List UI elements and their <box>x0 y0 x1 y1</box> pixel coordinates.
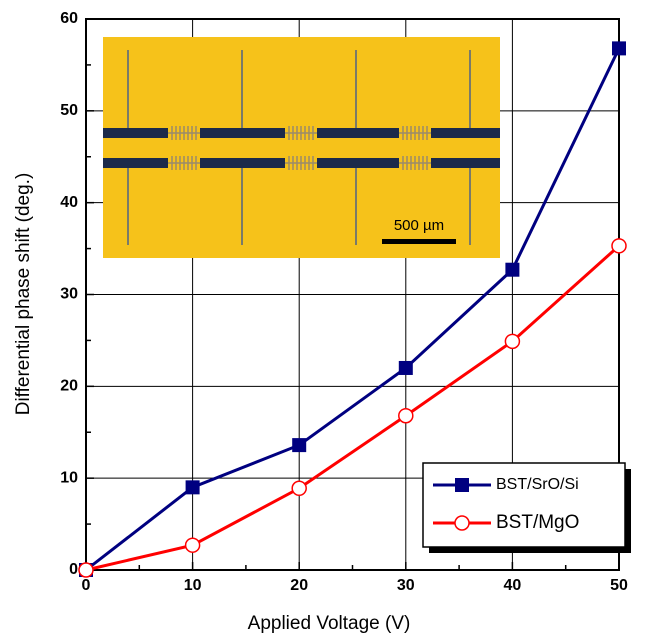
y-axis-label: Differential phase shift (deg.) <box>13 173 34 416</box>
marker <box>184 537 201 553</box>
marker <box>504 333 521 350</box>
plot-frame <box>85 18 620 571</box>
x-axis-label: Applied Voltage (V) <box>248 613 411 634</box>
y-tick-label: 30 <box>60 286 78 303</box>
marker <box>291 480 307 497</box>
x-tick-label: 30 <box>397 577 415 594</box>
inset-capacitors <box>168 126 431 170</box>
series-line <box>85 244 621 572</box>
inset-lines <box>103 128 500 168</box>
legend-box <box>422 462 626 548</box>
y-tick-label: 60 <box>60 10 78 27</box>
series-line <box>85 47 621 572</box>
y-tick-label: 20 <box>60 378 78 395</box>
x-tick-label: 20 <box>290 577 308 594</box>
legend-label: BST/MgO <box>496 512 579 533</box>
x-tick-label: 50 <box>610 577 628 594</box>
y-tick-label: 10 <box>60 469 78 486</box>
marker <box>505 262 520 277</box>
marker <box>292 438 307 453</box>
inset-background <box>103 37 500 258</box>
inset-stubs <box>127 50 471 245</box>
y-tick-label: 50 <box>60 102 78 119</box>
legend-label: BST/SrO/Si <box>496 476 579 493</box>
y-tick-label: 40 <box>60 194 78 211</box>
marker <box>398 407 414 424</box>
scale-bar <box>382 239 456 244</box>
x-tick-label: 10 <box>184 577 202 594</box>
x-tick-label: 0 <box>82 577 91 594</box>
marker <box>185 480 200 495</box>
scale-label: 500 µm <box>394 217 444 234</box>
inset-photo: 500 µm <box>103 37 500 258</box>
y-tick-label: 0 <box>69 561 78 578</box>
x-tick-label: 40 <box>504 577 522 594</box>
marker <box>611 238 627 254</box>
marker <box>78 562 94 578</box>
marker <box>612 41 626 56</box>
marker <box>398 360 413 375</box>
legend-marker <box>454 515 470 531</box>
legend-marker <box>455 478 469 492</box>
